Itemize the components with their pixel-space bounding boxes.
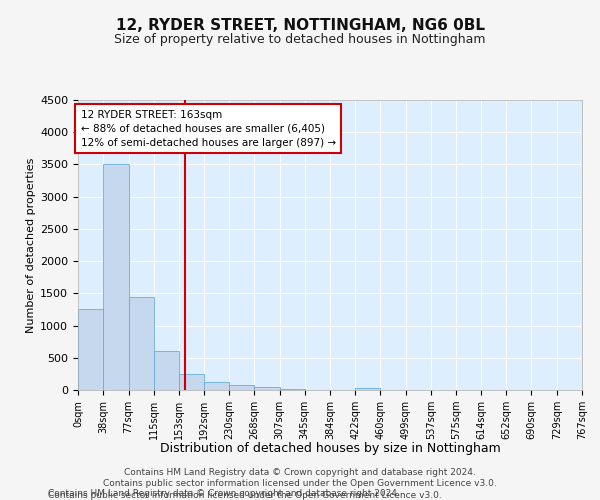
- Bar: [154, 352, 179, 390]
- Text: Contains HM Land Registry data © Crown copyright and database right 2024.
Contai: Contains HM Land Registry data © Crown c…: [103, 468, 497, 487]
- Y-axis label: Number of detached properties: Number of detached properties: [26, 158, 36, 332]
- Text: 12, RYDER STREET, NOTTINGHAM, NG6 0BL: 12, RYDER STREET, NOTTINGHAM, NG6 0BL: [115, 18, 485, 32]
- Text: Contains HM Land Registry data © Crown copyright and database right 2024.: Contains HM Land Registry data © Crown c…: [48, 488, 400, 498]
- X-axis label: Distribution of detached houses by size in Nottingham: Distribution of detached houses by size …: [160, 442, 500, 455]
- Bar: [179, 374, 204, 390]
- Bar: [103, 164, 128, 390]
- Bar: [204, 382, 229, 390]
- Bar: [78, 310, 103, 390]
- Bar: [128, 296, 154, 390]
- Bar: [254, 388, 280, 390]
- Bar: [355, 388, 380, 390]
- Bar: [280, 389, 305, 390]
- Bar: [229, 385, 254, 390]
- Text: 12 RYDER STREET: 163sqm
← 88% of detached houses are smaller (6,405)
12% of semi: 12 RYDER STREET: 163sqm ← 88% of detache…: [80, 110, 336, 148]
- Text: Contains public sector information licensed under the Open Government Licence v3: Contains public sector information licen…: [48, 491, 442, 500]
- Text: Size of property relative to detached houses in Nottingham: Size of property relative to detached ho…: [114, 32, 486, 46]
